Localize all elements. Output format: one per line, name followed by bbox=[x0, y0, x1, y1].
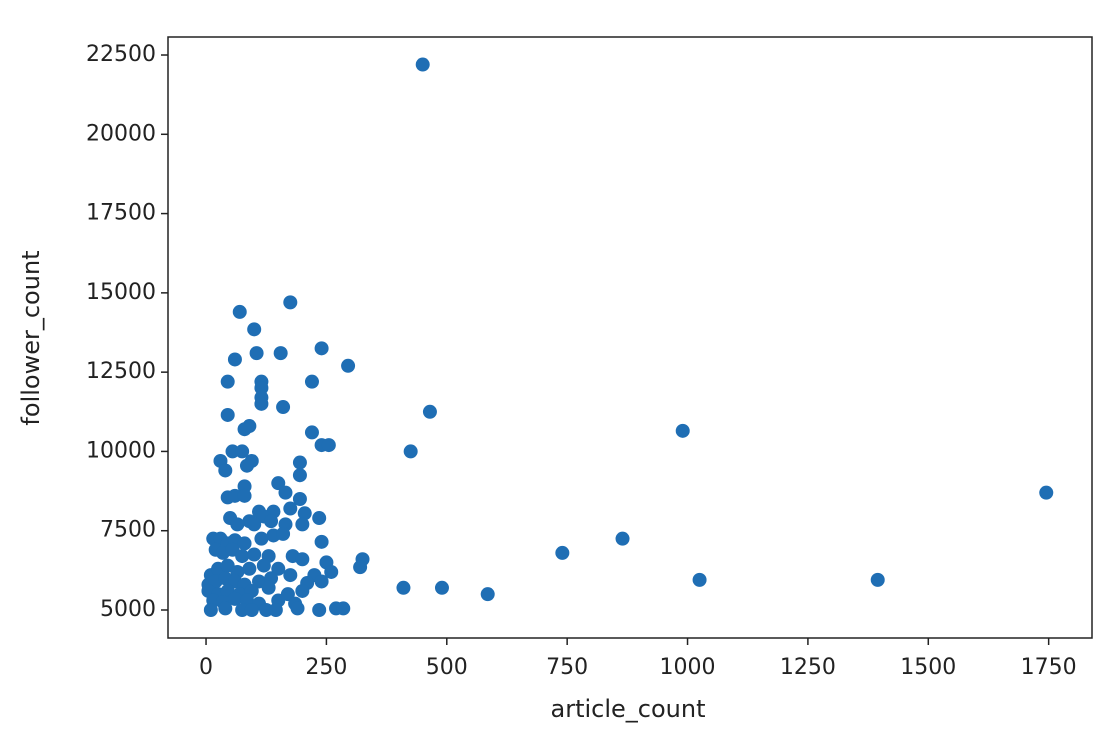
point bbox=[314, 341, 329, 356]
point bbox=[268, 602, 283, 617]
point bbox=[227, 352, 242, 367]
y-axis-label: follower_count bbox=[17, 250, 45, 425]
point bbox=[264, 514, 279, 529]
point bbox=[218, 601, 233, 616]
point bbox=[422, 404, 437, 419]
point bbox=[249, 346, 264, 361]
point bbox=[292, 492, 307, 507]
point bbox=[256, 558, 271, 573]
point bbox=[227, 591, 242, 606]
point bbox=[203, 602, 218, 617]
point bbox=[247, 322, 262, 337]
point bbox=[283, 568, 298, 583]
point bbox=[259, 602, 274, 617]
y-tick-label: 7500 bbox=[100, 518, 156, 543]
point bbox=[295, 552, 310, 567]
point bbox=[239, 458, 254, 473]
point bbox=[261, 580, 276, 595]
point bbox=[276, 526, 291, 541]
x-tick-label: 1500 bbox=[900, 655, 956, 680]
y-tick-label: 10000 bbox=[86, 438, 156, 463]
point bbox=[230, 517, 245, 532]
plot-frame bbox=[167, 36, 1093, 639]
point bbox=[237, 488, 252, 503]
point bbox=[244, 602, 259, 617]
point bbox=[336, 601, 351, 616]
point bbox=[312, 511, 327, 526]
y-tick-label: 20000 bbox=[86, 121, 156, 146]
point bbox=[235, 549, 250, 564]
point bbox=[218, 463, 233, 478]
point bbox=[232, 304, 247, 319]
x-tick-label: 750 bbox=[546, 655, 588, 680]
point bbox=[353, 560, 368, 575]
point bbox=[254, 396, 269, 411]
point bbox=[480, 587, 495, 602]
point bbox=[225, 444, 240, 459]
point bbox=[870, 572, 885, 587]
point bbox=[304, 374, 319, 389]
point bbox=[434, 580, 449, 595]
point bbox=[235, 444, 250, 459]
y-tick-label: 17500 bbox=[86, 201, 156, 226]
x-tick-label: 0 bbox=[199, 655, 213, 680]
point bbox=[292, 455, 307, 470]
x-tick-label: 500 bbox=[426, 655, 468, 680]
point bbox=[242, 561, 257, 576]
point bbox=[220, 407, 235, 422]
point bbox=[227, 488, 242, 503]
point bbox=[297, 506, 312, 521]
point bbox=[271, 561, 286, 576]
y-tick-label: 15000 bbox=[86, 280, 156, 305]
point bbox=[396, 580, 411, 595]
point bbox=[271, 476, 286, 491]
point bbox=[292, 468, 307, 483]
point bbox=[312, 602, 327, 617]
point bbox=[295, 517, 310, 532]
point bbox=[675, 423, 690, 438]
point bbox=[555, 545, 570, 560]
point bbox=[321, 438, 336, 453]
x-tick-label: 1750 bbox=[1021, 655, 1077, 680]
point bbox=[341, 358, 356, 373]
point bbox=[237, 536, 252, 551]
point bbox=[415, 57, 430, 72]
point bbox=[283, 501, 298, 516]
point bbox=[290, 601, 305, 616]
point bbox=[324, 564, 339, 579]
point bbox=[283, 295, 298, 310]
y-tick-label: 22500 bbox=[86, 42, 156, 67]
point bbox=[237, 422, 252, 437]
x-tick-label: 1000 bbox=[660, 655, 716, 680]
point bbox=[273, 346, 288, 361]
point bbox=[304, 425, 319, 440]
y-tick-label: 5000 bbox=[100, 597, 156, 622]
point bbox=[403, 444, 418, 459]
point bbox=[692, 572, 707, 587]
point bbox=[615, 531, 630, 546]
point bbox=[314, 574, 329, 589]
point bbox=[247, 547, 262, 562]
x-tick-label: 1250 bbox=[780, 655, 836, 680]
point bbox=[276, 400, 291, 415]
point bbox=[278, 485, 293, 500]
y-tick-label: 12500 bbox=[86, 359, 156, 384]
point bbox=[1039, 485, 1054, 500]
point bbox=[254, 531, 269, 546]
point bbox=[247, 517, 262, 532]
x-axis-label: article_count bbox=[551, 695, 706, 723]
x-tick-label: 250 bbox=[305, 655, 347, 680]
point bbox=[220, 374, 235, 389]
point bbox=[295, 583, 310, 598]
point bbox=[235, 602, 250, 617]
point bbox=[314, 534, 329, 549]
